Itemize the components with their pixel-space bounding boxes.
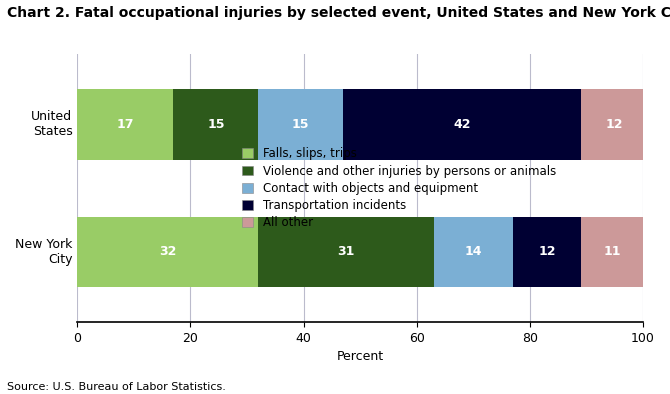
- Text: 14: 14: [464, 245, 482, 258]
- Text: 15: 15: [292, 118, 310, 131]
- Text: Chart 2. Fatal occupational injuries by selected event, United States and New Yo: Chart 2. Fatal occupational injuries by …: [7, 6, 670, 20]
- Bar: [259, 89, 343, 160]
- Text: 42: 42: [453, 118, 471, 131]
- Text: 31: 31: [337, 245, 354, 258]
- Bar: [343, 89, 581, 160]
- Bar: [77, 89, 174, 160]
- Text: 17: 17: [117, 118, 134, 131]
- Text: 12: 12: [538, 245, 555, 258]
- Bar: [174, 89, 259, 160]
- Bar: [581, 217, 643, 287]
- Bar: [581, 89, 649, 160]
- Text: 11: 11: [603, 245, 620, 258]
- Bar: [259, 217, 433, 287]
- Legend: Falls, slips, trips, Violence and other injuries by persons or animals, Contact : Falls, slips, trips, Violence and other …: [242, 147, 556, 229]
- Text: Source: U.S. Bureau of Labor Statistics.: Source: U.S. Bureau of Labor Statistics.: [7, 382, 226, 392]
- Bar: [77, 217, 259, 287]
- Bar: [513, 217, 581, 287]
- Text: 15: 15: [207, 118, 224, 131]
- Text: 12: 12: [606, 118, 624, 131]
- Bar: [433, 217, 513, 287]
- Text: 32: 32: [159, 245, 176, 258]
- X-axis label: Percent: Percent: [336, 350, 384, 363]
